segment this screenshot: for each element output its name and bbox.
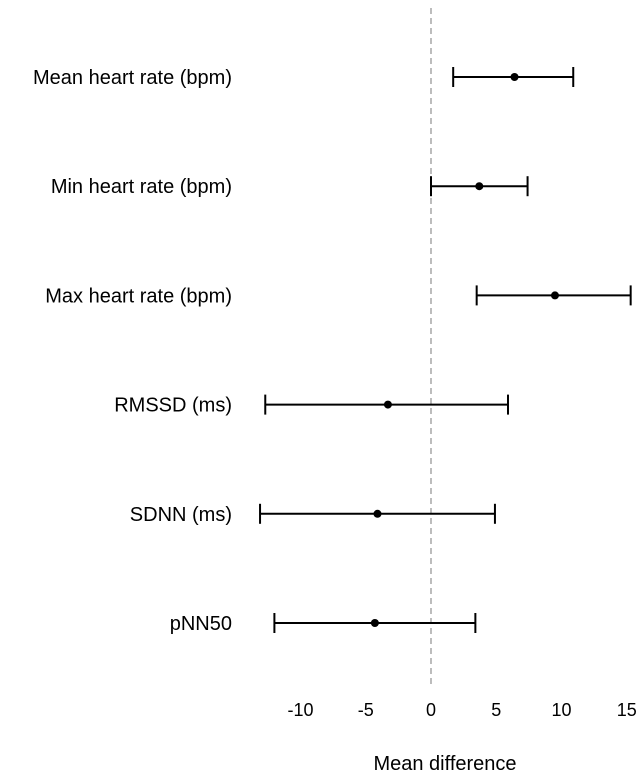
x-tick-label: 0 [426, 700, 436, 720]
estimate-point [550, 291, 559, 300]
estimate-point [510, 73, 519, 81]
forest-row: RMSSD (ms) [114, 394, 509, 417]
forest-row: Min heart rate (bpm) [51, 176, 529, 198]
x-tick-label: -10 [287, 700, 313, 720]
row-label: Mean heart rate (bpm) [33, 67, 232, 89]
row-label: Max heart rate (bpm) [45, 285, 232, 307]
estimate-point [373, 509, 382, 518]
estimate-point [475, 182, 484, 191]
forest-row: SDNN (ms) [130, 503, 496, 526]
row-label: SDNN (ms) [130, 504, 232, 526]
estimate-point [383, 400, 392, 409]
row-label: pNN50 [170, 613, 232, 635]
forest-row: pNN50 [170, 613, 477, 635]
x-axis-title: Mean difference [373, 753, 516, 775]
estimate-point [370, 619, 379, 627]
forest-row: Max heart rate (bpm) [45, 285, 632, 307]
row-label: Min heart rate (bpm) [51, 176, 232, 198]
row-label: RMSSD (ms) [114, 395, 232, 417]
x-tick-label: 15 [617, 700, 637, 720]
forest-row: Mean heart rate (bpm) [33, 67, 575, 89]
x-tick-label: -5 [358, 700, 374, 720]
x-tick-label: 5 [491, 700, 501, 720]
x-tick-label: 10 [551, 700, 571, 720]
